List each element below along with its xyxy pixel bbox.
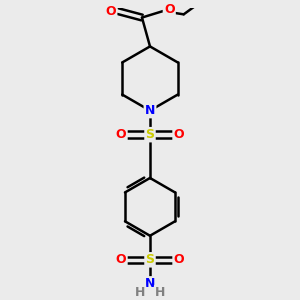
Text: O: O xyxy=(116,128,126,141)
Text: S: S xyxy=(146,253,154,266)
Text: O: O xyxy=(164,3,175,16)
Text: O: O xyxy=(106,4,116,18)
Text: O: O xyxy=(174,253,184,266)
Text: N: N xyxy=(145,278,155,290)
Text: O: O xyxy=(174,128,184,141)
Text: O: O xyxy=(116,253,126,266)
Text: N: N xyxy=(145,104,155,117)
Text: H: H xyxy=(155,286,166,299)
Text: H: H xyxy=(134,286,145,299)
Text: S: S xyxy=(146,128,154,141)
